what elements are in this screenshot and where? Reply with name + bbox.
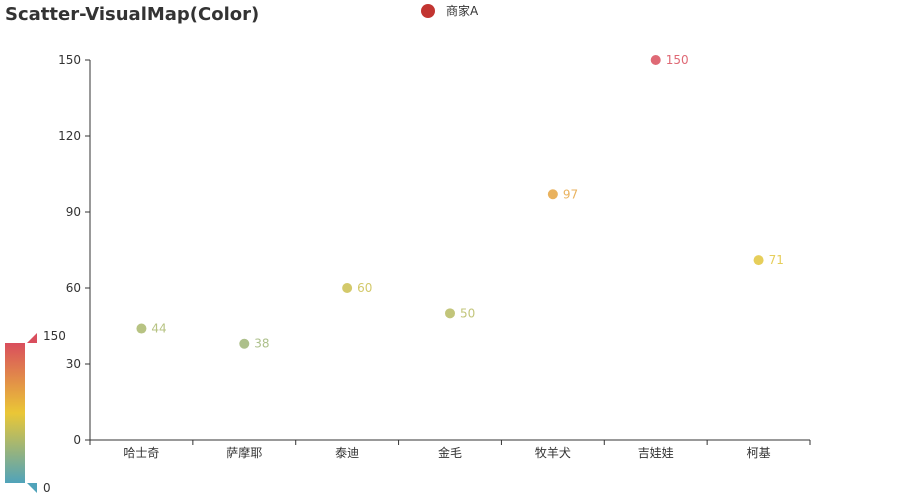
scatter-point[interactable] (445, 308, 455, 319)
chart-title: Scatter-VisualMap(Color) (5, 4, 259, 25)
visual-map-max-label: 150 (43, 329, 66, 343)
visual-map-max-handle-icon[interactable] (27, 333, 37, 343)
scatter-point[interactable] (239, 338, 250, 349)
x-tick-label: 泰迪 (335, 446, 359, 460)
data-label: 97 (563, 187, 578, 201)
scatter-point[interactable] (753, 255, 764, 266)
x-tick-label: 牧羊犬 (535, 445, 571, 460)
visual-map[interactable]: 150 0 (5, 329, 66, 495)
y-tick-label: 60 (66, 281, 81, 295)
data-label: 60 (357, 281, 372, 295)
y-tick-label: 0 (73, 433, 81, 447)
y-tick-label: 120 (58, 129, 81, 143)
data-label: 150 (666, 53, 689, 67)
legend-label[interactable]: 商家A (446, 3, 479, 18)
y-tick-label: 30 (66, 357, 81, 371)
y-tick-label: 90 (66, 205, 81, 219)
x-tick-label: 金毛 (438, 445, 462, 460)
visual-map-min-handle-icon[interactable] (27, 483, 37, 493)
scatter-point[interactable] (650, 55, 661, 65)
x-ticks: 哈士奇 萨摩耶 泰迪 金毛 牧羊犬 吉娃娃 柯基 (89, 440, 811, 460)
x-tick-label: 萨摩耶 (226, 445, 262, 460)
data-label: 71 (769, 253, 784, 267)
data-labels: 44 38 60 50 97 150 71 (151, 53, 783, 351)
y-tick-label: 150 (58, 53, 81, 67)
scatter-point[interactable] (342, 283, 353, 293)
scatter-point[interactable] (136, 323, 147, 334)
x-tick-label: 柯基 (747, 446, 771, 460)
x-tick-label: 哈士奇 (123, 446, 159, 460)
data-label: 50 (460, 306, 475, 320)
legend[interactable]: 商家A (421, 3, 479, 18)
x-tick-label: 吉娃娃 (638, 446, 674, 460)
scatter-point[interactable] (547, 189, 558, 200)
visual-map-min-label: 0 (43, 481, 51, 495)
data-label: 38 (254, 337, 269, 351)
data-points (136, 55, 764, 349)
visual-map-gradient-bar[interactable] (5, 343, 25, 483)
legend-marker-icon[interactable] (421, 4, 435, 18)
data-label: 44 (151, 322, 166, 336)
y-ticks: 0 30 60 90 120 150 (58, 53, 90, 447)
